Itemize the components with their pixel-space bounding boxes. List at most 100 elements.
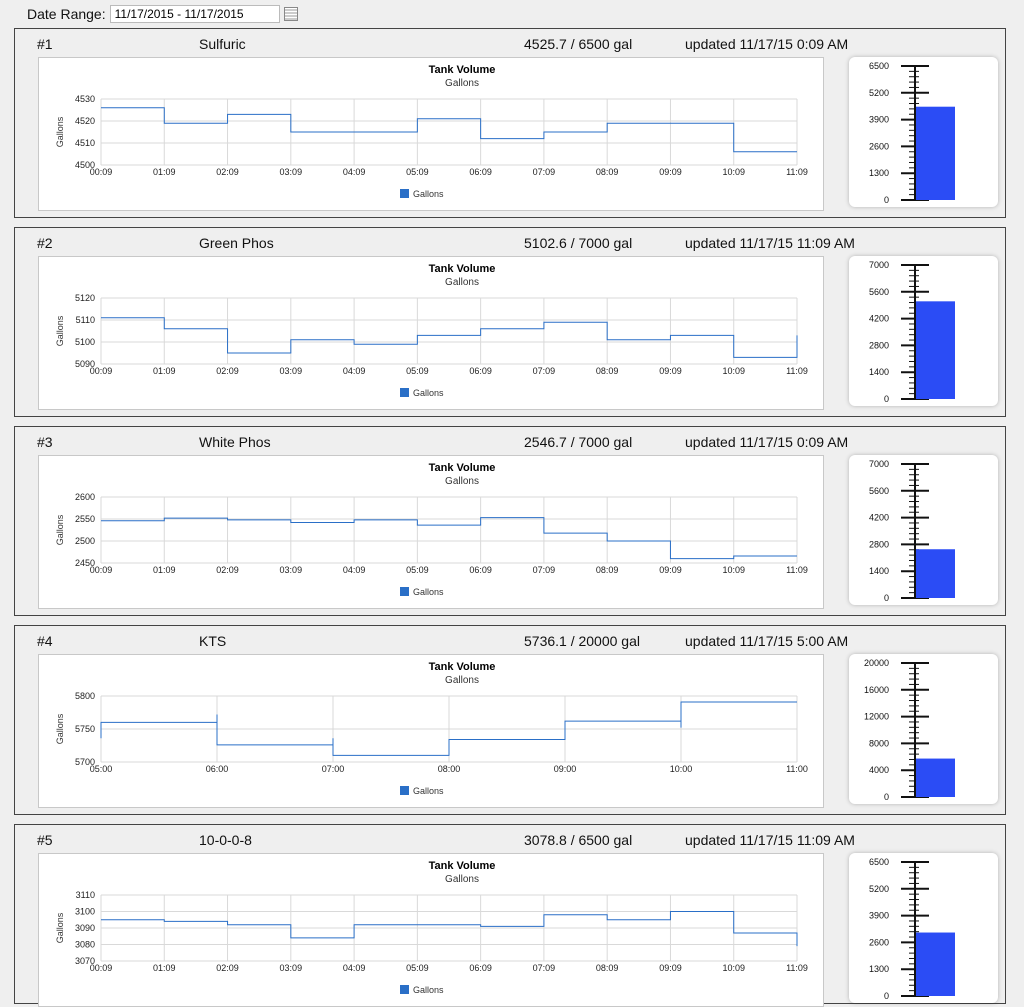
chart-title: Tank Volume [429, 462, 496, 474]
gauge-tick-label: 0 [884, 394, 889, 404]
x-tick-label: 09:09 [659, 565, 682, 575]
x-tick-label: 09:09 [659, 366, 682, 376]
tank-updated: updated 11/17/15 11:09 AM [685, 235, 855, 251]
tank-volume-chart: Tank Volume Gallons Gallons 2450 2500 2550 260… [38, 455, 824, 609]
tank-volume-chart: Tank Volume Gallons Gallons 3070 3080 3090 310… [38, 853, 824, 1007]
gauge-tick-label: 5600 [869, 486, 889, 496]
x-tick-label: 02:09 [216, 963, 239, 973]
gauge-fill [916, 932, 955, 996]
x-tick-label: 09:09 [659, 167, 682, 177]
x-tick-label: 01:09 [153, 565, 176, 575]
y-tick-label: 4530 [75, 94, 95, 104]
x-tick-label: 07:09 [533, 167, 556, 177]
x-tick-label: 08:09 [596, 366, 619, 376]
x-tick-label: 01:09 [153, 167, 176, 177]
x-tick-label: 07:09 [533, 366, 556, 376]
gauge-tick-label: 4000 [869, 765, 889, 775]
y-tick-label: 5090 [75, 359, 95, 369]
x-tick-label: 04:09 [343, 565, 366, 575]
gauge-tick-label: 2600 [869, 141, 889, 151]
chart-subtitle: Gallons [445, 277, 479, 288]
y-axis-label: Gallons [55, 912, 65, 943]
gauge-tick-label: 0 [884, 195, 889, 205]
chart-title: Tank Volume [429, 64, 496, 76]
series-line [101, 517, 797, 560]
calendar-icon[interactable] [283, 7, 298, 21]
chart-title: Tank Volume [429, 661, 496, 673]
x-tick-label: 01:09 [153, 963, 176, 973]
chart-subtitle: Gallons [445, 675, 479, 686]
gauge-tick-label: 5600 [869, 287, 889, 297]
x-tick-label: 02:09 [216, 366, 239, 376]
gauge-tick-label: 5200 [869, 884, 889, 894]
level-gauge: 0 4000 8000 12000 16000 20000 [849, 654, 998, 804]
y-tick-label: 3100 [75, 907, 95, 917]
tank-index: #5 [37, 832, 53, 848]
x-tick-label: 11:09 [786, 565, 808, 575]
tank-panel: #5 10-0-0-8 3078.8 / 6500 gal updated 11… [14, 824, 1006, 1007]
y-axis-label: Gallons [55, 315, 65, 346]
gauge-svg: 0 1300 2600 3900 5200 6500 [869, 61, 955, 205]
gauge-tick-label: 4200 [869, 314, 889, 324]
tank-updated: updated 11/17/15 11:09 AM [685, 832, 855, 848]
x-tick-label: 09:00 [554, 764, 577, 774]
chart-svg: Tank Volume Gallons Gallons 3070 3080 3090 310… [55, 860, 808, 995]
tank-volume: 5736.1 / 20000 gal [524, 633, 640, 649]
tank-index: #3 [37, 434, 53, 450]
x-tick-label: 11:09 [786, 167, 808, 177]
x-tick-label: 05:09 [406, 963, 429, 973]
tank-volume: 2546.7 / 7000 gal [524, 434, 633, 450]
y-axis-label: Gallons [55, 116, 65, 147]
x-tick-label: 00:09 [90, 366, 113, 376]
x-tick-label: 10:00 [670, 764, 693, 774]
x-tick-label: 08:09 [596, 963, 619, 973]
y-tick-label: 2600 [75, 492, 95, 502]
gauge-tick-label: 7000 [869, 260, 889, 270]
date-range-input[interactable] [109, 5, 280, 23]
chart-svg: Tank Volume Gallons Gallons 2450 2500 2550 260… [55, 462, 808, 597]
gauge-tick-label: 2600 [869, 937, 889, 947]
x-tick-label: 10:09 [722, 167, 745, 177]
chart-svg: Tank Volume Gallons Gallons 4500 4510 4520 453… [55, 64, 808, 199]
gauge-tick-label: 6500 [869, 61, 889, 71]
y-axis-label: Gallons [55, 713, 65, 744]
y-tick-label: 3090 [75, 923, 95, 933]
level-gauge: 0 1400 2800 4200 5600 7000 [849, 256, 998, 406]
tank-index: #2 [37, 235, 53, 251]
tank-updated: updated 11/17/15 0:09 AM [685, 36, 849, 52]
gauge-tick-label: 8000 [869, 738, 889, 748]
gauge-tick-label: 2800 [869, 340, 889, 350]
tank-volume-chart: Tank Volume Gallons Gallons 5090 5100 5110 512… [38, 256, 824, 410]
y-tick-label: 3110 [76, 890, 95, 900]
level-gauge: 0 1400 2800 4200 5600 7000 [849, 455, 998, 605]
x-tick-label: 06:09 [469, 565, 492, 575]
x-tick-label: 03:09 [280, 963, 303, 973]
gauge-fill [916, 549, 955, 598]
gauge-tick-label: 2800 [869, 539, 889, 549]
x-tick-label: 00:09 [90, 963, 113, 973]
gauge-tick-label: 4200 [869, 513, 889, 523]
gauge-tick-label: 3900 [869, 911, 889, 921]
x-tick-label: 05:09 [406, 565, 429, 575]
x-tick-label: 04:09 [343, 366, 366, 376]
tank-name: Green Phos [199, 235, 274, 251]
x-tick-label: 06:09 [469, 167, 492, 177]
level-gauge: 0 1300 2600 3900 5200 6500 [849, 57, 998, 207]
legend-label: Gallons [413, 587, 444, 597]
x-tick-label: 06:09 [469, 963, 492, 973]
gauge-svg: 0 1300 2600 3900 5200 6500 [869, 857, 955, 1001]
x-tick-label: 00:09 [90, 565, 113, 575]
tank-volume: 5102.6 / 7000 gal [524, 235, 633, 251]
y-tick-label: 4520 [75, 116, 95, 126]
gauge-tick-label: 12000 [864, 712, 889, 722]
gauge-tick-label: 16000 [864, 685, 889, 695]
tank-name: White Phos [199, 434, 271, 450]
legend-swatch [400, 189, 409, 198]
x-tick-label: 03:09 [280, 167, 303, 177]
legend-swatch [400, 786, 409, 795]
x-tick-label: 11:09 [786, 366, 808, 376]
x-tick-label: 03:09 [280, 366, 303, 376]
y-tick-label: 2500 [75, 536, 95, 546]
x-tick-label: 03:09 [280, 565, 303, 575]
chart-svg: Tank Volume Gallons Gallons 5700 5750 5800 05:… [55, 661, 808, 796]
